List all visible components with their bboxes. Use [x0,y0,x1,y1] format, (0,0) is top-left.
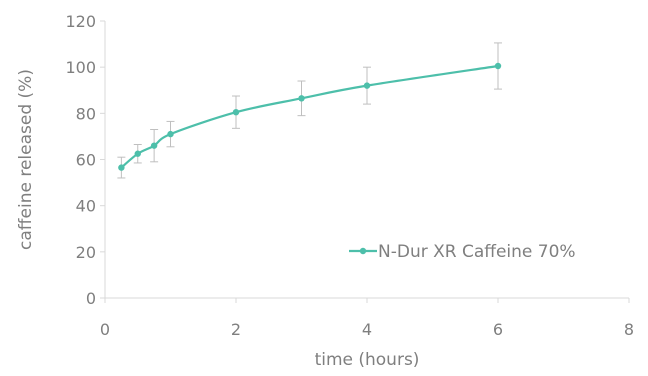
axes [100,20,630,303]
data-point [118,164,125,171]
data-point [232,108,240,116]
data-point [134,150,141,157]
data-point [298,95,305,102]
y-tick-label: 20 [76,243,96,262]
x-tick-label: 4 [362,320,372,339]
x-tick-label: 6 [493,320,503,339]
y-tick-label: 100 [65,58,96,77]
y-tick-label: 80 [76,104,96,123]
data-point [150,142,158,149]
error-bars [117,42,502,179]
x-tick-label: 8 [624,320,634,339]
legend-label: N-Dur XR Caffeine 70% [378,242,576,262]
data-point [167,130,174,138]
y-tick-label: 40 [76,197,96,216]
series-line [120,64,499,169]
data-point [494,62,502,70]
series [118,62,502,171]
legend-point-marker [359,247,367,255]
y-tick-label: 120 [65,12,96,31]
x-tick-label: 2 [231,320,241,339]
y-axis-title: caffeine released (%) [16,69,36,250]
y-tick-label: 60 [76,151,96,170]
x-tick-label: 0 [100,320,110,339]
y-tick-label: 0 [86,289,96,308]
tick-labels: 0 20 40 60 80 100 120 0 2 4 6 8 [65,12,634,339]
legend: N-Dur XR Caffeine 70% [349,242,576,262]
x-axis-title: time (hours) [315,350,420,370]
data-point [363,82,371,89]
